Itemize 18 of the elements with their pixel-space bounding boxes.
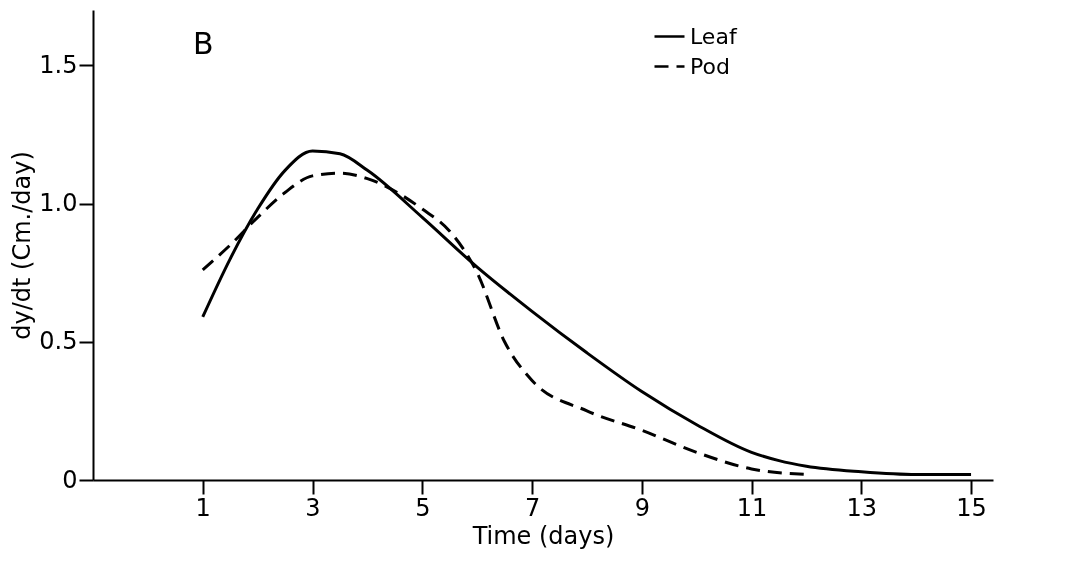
y-axis-title: dy/dt (Cm./day) bbox=[8, 151, 37, 340]
x-tick-label: 13 bbox=[846, 493, 878, 522]
legend-label: Leaf bbox=[690, 23, 738, 49]
x-axis-title: Time (days) bbox=[471, 521, 615, 550]
line-series bbox=[201, 149, 973, 476]
x-tick-label: 3 bbox=[305, 493, 321, 522]
x-tick-label: 15 bbox=[956, 493, 987, 522]
x-tick-label: 9 bbox=[634, 493, 650, 522]
x-tick-label: 1 bbox=[195, 493, 211, 522]
x-tick-label: 5 bbox=[415, 493, 431, 522]
y-tick-label: 1.0 bbox=[39, 189, 78, 218]
x-tick-label: 7 bbox=[524, 493, 541, 522]
y-tick-label: 0 bbox=[62, 465, 78, 494]
x-tick-label: 11 bbox=[736, 493, 768, 522]
annotation: B bbox=[193, 26, 214, 61]
y-tick-label: 0.5 bbox=[39, 327, 78, 356]
y-tick-label: 1.5 bbox=[39, 50, 78, 79]
legend-label: Pod bbox=[690, 53, 730, 79]
